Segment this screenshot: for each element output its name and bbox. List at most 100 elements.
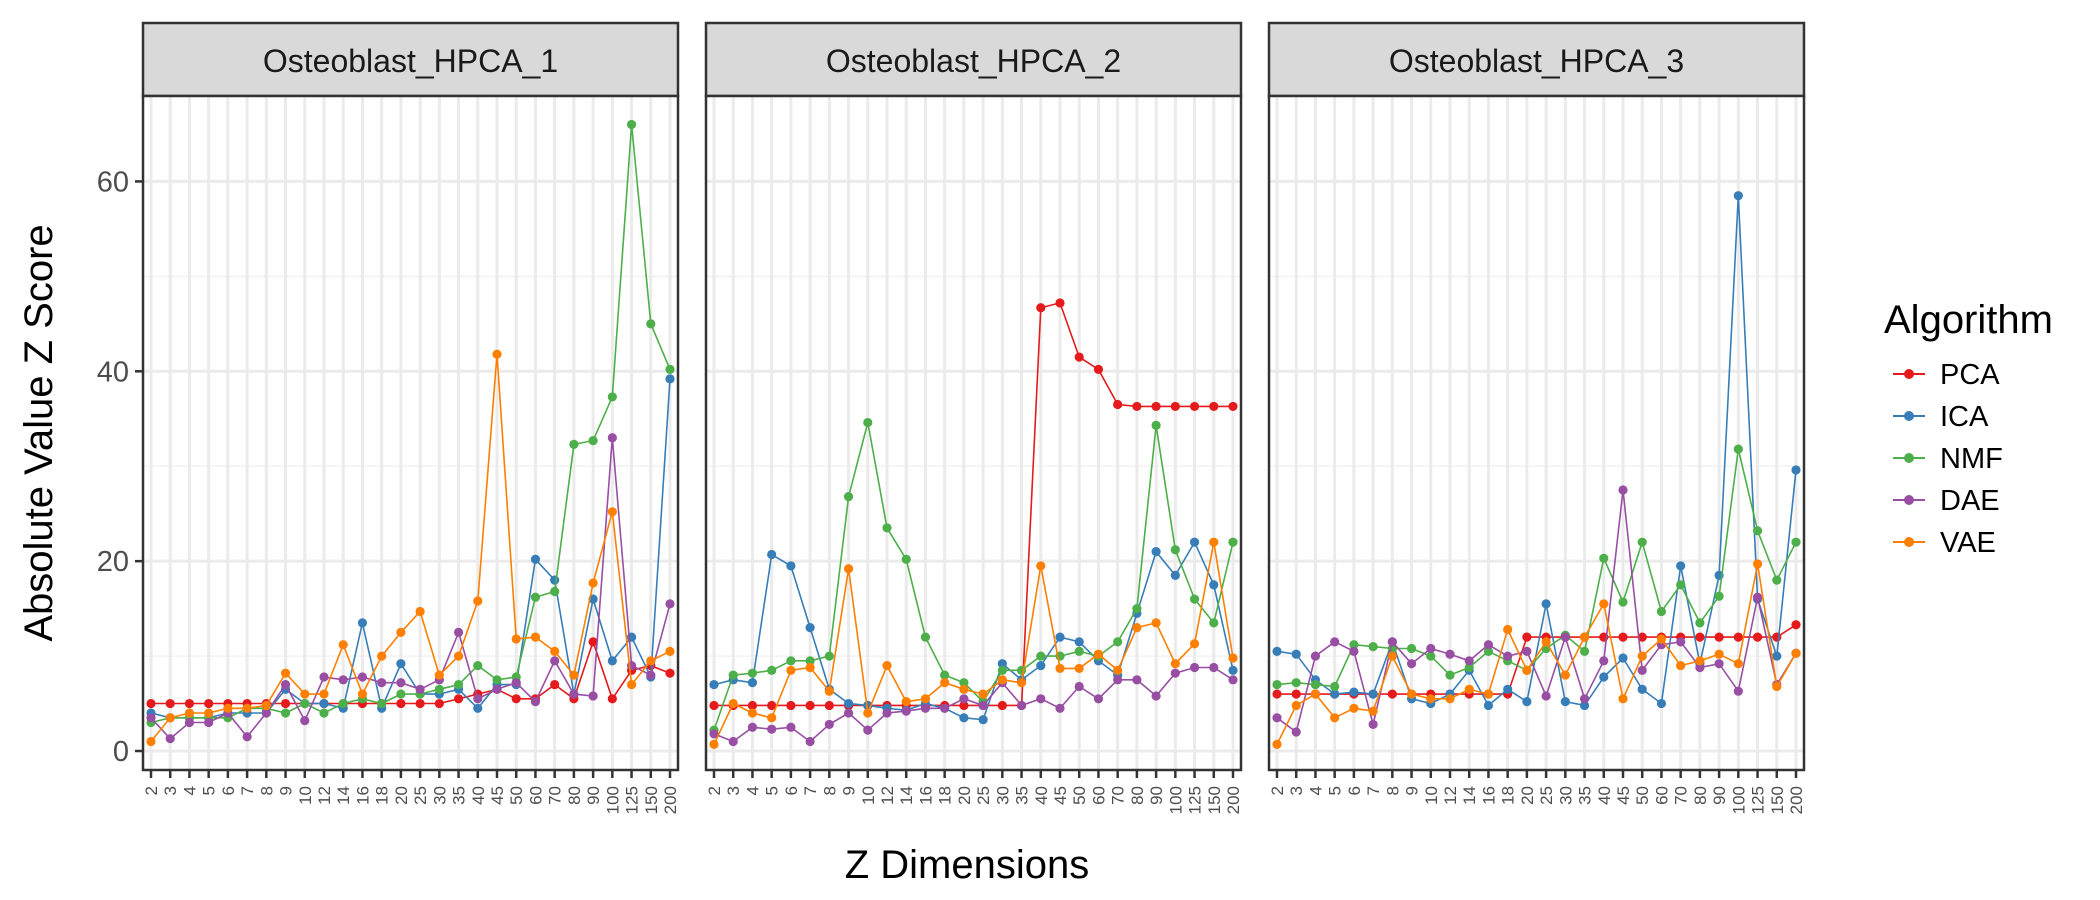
data-point-pca bbox=[453, 694, 464, 704]
data-point-vae bbox=[453, 651, 464, 661]
panel-2: Osteoblast_HPCA_22 3 4 5 6 7 8 9 10 12 14 16 18 20 25 3… bbox=[704, 21, 1243, 814]
data-point-vae bbox=[1637, 651, 1647, 661]
data-point-vae bbox=[492, 349, 502, 359]
data-point-ica bbox=[473, 703, 483, 713]
data-point-vae bbox=[569, 670, 579, 680]
x-tick-label: 5 bbox=[200, 786, 219, 795]
x-tick-label: 16 bbox=[353, 786, 372, 805]
data-point-vae bbox=[1695, 656, 1705, 666]
data-point-pca bbox=[1291, 689, 1301, 699]
data-point-vae bbox=[747, 708, 758, 718]
data-point-dae bbox=[920, 703, 931, 713]
data-point-vae bbox=[1560, 670, 1570, 680]
legend-marker bbox=[1904, 495, 1914, 505]
x-tick-label: 18 bbox=[1499, 786, 1518, 805]
data-point-dae bbox=[1132, 675, 1142, 685]
data-point-vae bbox=[920, 694, 931, 704]
data-point-dae bbox=[569, 689, 579, 699]
series-line-vae bbox=[1276, 563, 1797, 745]
data-point-dae bbox=[319, 672, 329, 682]
data-point-vae bbox=[709, 739, 719, 749]
x-tick-label: 100 bbox=[1729, 786, 1748, 814]
x-tick-label: 60 bbox=[1652, 786, 1671, 805]
data-point-dae bbox=[165, 734, 175, 744]
data-point-vae bbox=[550, 646, 560, 656]
data-point-nmf bbox=[1618, 597, 1628, 607]
data-point-vae bbox=[1349, 703, 1359, 713]
data-point-ica bbox=[1189, 537, 1200, 547]
data-point-pca bbox=[1036, 303, 1046, 313]
legend-marker bbox=[1904, 537, 1914, 547]
data-point-nmf bbox=[1637, 537, 1647, 547]
data-point-dae bbox=[588, 691, 598, 701]
x-tick-label: 20 bbox=[955, 786, 974, 805]
data-point-vae bbox=[338, 640, 348, 650]
panel-strip bbox=[141, 21, 680, 98]
data-point-nmf bbox=[1228, 537, 1238, 547]
data-point-dae bbox=[901, 706, 911, 716]
data-point-vae bbox=[1113, 665, 1123, 675]
data-point-pca bbox=[1113, 399, 1123, 410]
x-tick-label: 16 bbox=[916, 786, 935, 805]
data-point-pca bbox=[1151, 401, 1161, 412]
x-tick-label: 2 bbox=[142, 786, 161, 795]
data-point-dae bbox=[607, 433, 617, 443]
data-point-ica bbox=[665, 374, 675, 384]
x-tick-label: 7 bbox=[1364, 786, 1383, 795]
data-point-ica bbox=[767, 549, 777, 560]
series-line-nmf bbox=[150, 124, 671, 724]
data-point-vae bbox=[805, 662, 815, 673]
data-point-dae bbox=[824, 719, 834, 730]
data-point-ica bbox=[1772, 651, 1782, 661]
data-point-pca bbox=[1695, 632, 1705, 642]
data-point-vae bbox=[1368, 706, 1378, 716]
data-point-ica bbox=[1036, 660, 1046, 671]
panel-3: Osteoblast_HPCA_32 3 4 5 6 7 8 9 10 12 14 16 18 20 25 3… bbox=[1267, 21, 1806, 814]
data-point-pca bbox=[824, 700, 834, 711]
data-point-vae bbox=[319, 689, 329, 699]
data-point-vae bbox=[607, 507, 617, 517]
data-point-vae bbox=[1036, 561, 1046, 571]
data-point-ica bbox=[1291, 649, 1301, 659]
data-point-pca bbox=[1209, 401, 1219, 412]
data-point-ica bbox=[1228, 665, 1238, 675]
legend-marker bbox=[1904, 453, 1914, 463]
data-point-dae bbox=[1483, 640, 1494, 650]
data-point-nmf bbox=[492, 675, 502, 685]
data-point-ica bbox=[1618, 653, 1628, 663]
x-tick-label: 4 bbox=[1306, 786, 1325, 795]
data-point-nmf bbox=[1368, 641, 1378, 652]
x-tick-label: 90 bbox=[584, 786, 603, 805]
data-point-ica bbox=[1170, 570, 1180, 580]
data-point-dae bbox=[843, 708, 854, 718]
x-tick-label: 80 bbox=[1128, 786, 1147, 805]
x-tick-label: 200 bbox=[1787, 786, 1806, 814]
data-point-vae bbox=[242, 703, 252, 713]
data-point-ica bbox=[1676, 561, 1686, 571]
x-tick-label: 35 bbox=[1576, 786, 1595, 805]
data-point-vae bbox=[646, 656, 656, 666]
data-point-pca bbox=[747, 700, 758, 711]
x-tick-label: 150 bbox=[642, 786, 661, 814]
panel-strip bbox=[704, 21, 1243, 98]
series-line-pca bbox=[151, 639, 671, 705]
x-tick-label: 20 bbox=[1518, 786, 1537, 805]
data-point-pca bbox=[1055, 298, 1065, 308]
data-point-ica bbox=[1151, 547, 1161, 557]
data-point-ica bbox=[1522, 697, 1532, 707]
data-point-ica bbox=[805, 623, 815, 633]
x-tick-label: 100 bbox=[603, 786, 622, 814]
data-point-dae bbox=[261, 708, 271, 718]
data-point-vae bbox=[1791, 648, 1801, 658]
data-point-nmf bbox=[824, 651, 834, 661]
plot-background bbox=[706, 96, 1241, 770]
data-point-nmf bbox=[453, 679, 464, 690]
data-point-pca bbox=[588, 637, 598, 647]
data-point-vae bbox=[1406, 689, 1417, 699]
data-point-ica bbox=[1560, 697, 1570, 707]
data-point-dae bbox=[357, 672, 368, 682]
data-point-vae bbox=[223, 703, 233, 713]
panel-border bbox=[704, 94, 1243, 772]
data-point-ica bbox=[1209, 580, 1219, 590]
data-point-ica bbox=[1368, 689, 1378, 699]
